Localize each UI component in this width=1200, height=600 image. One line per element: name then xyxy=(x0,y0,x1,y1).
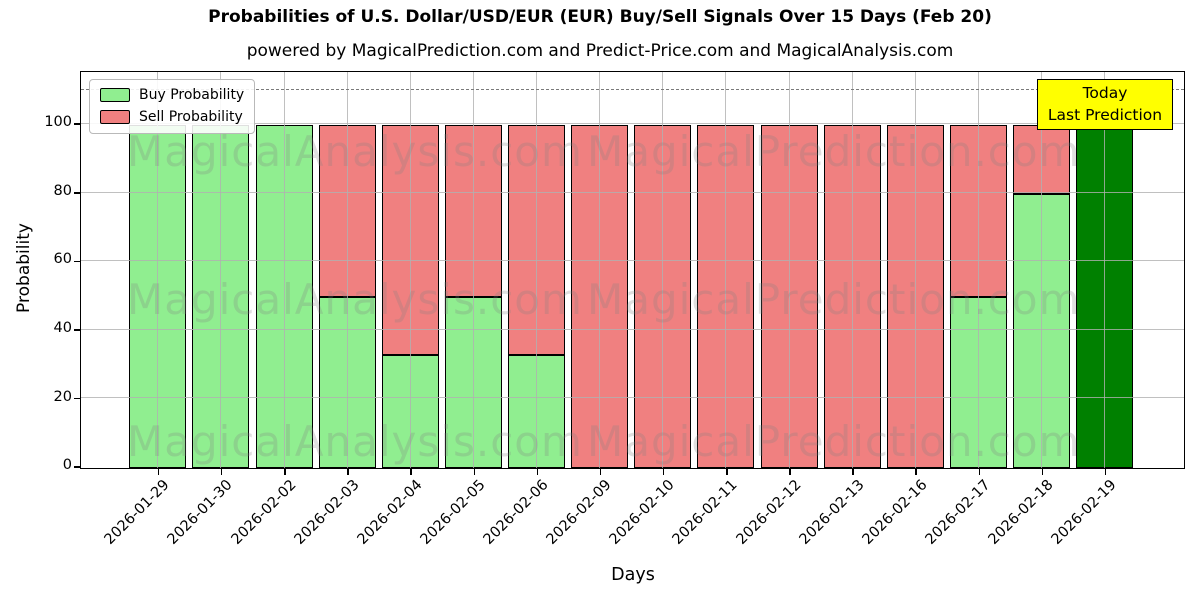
y-tick-label: 20 xyxy=(53,388,72,405)
chart-title: Probabilities of U.S. Dollar/USD/EUR (EU… xyxy=(208,7,992,27)
x-tick-label-text: 2026-02-18 xyxy=(985,477,1057,548)
legend-item-buy: Buy Probability xyxy=(100,87,244,103)
x-tick-mark xyxy=(220,469,223,475)
vertical-gridline xyxy=(157,72,159,468)
watermark-text: MagicalAnalysis.com xyxy=(127,127,583,176)
x-tick-label-text: 2026-02-10 xyxy=(607,477,678,548)
x-tick-label-text: 2026-02-12 xyxy=(733,477,805,548)
horizontal-gridline xyxy=(81,328,1184,330)
buy-swatch-icon xyxy=(100,88,130,102)
vertical-gridline xyxy=(536,72,538,468)
x-tick-label-text: 2026-02-02 xyxy=(228,477,300,548)
y-tick-label: 100 xyxy=(44,114,72,131)
y-axis-label: Probability xyxy=(14,223,34,313)
vertical-gridline xyxy=(914,72,916,468)
x-tick-mark xyxy=(157,469,160,475)
x-tick-label-text: 2026-01-29 xyxy=(101,477,173,548)
vertical-gridline xyxy=(725,72,727,468)
legend-label-buy: Buy Probability xyxy=(139,87,245,103)
x-tick-label-text: 2026-02-03 xyxy=(291,477,363,548)
x-tick-mark xyxy=(1104,469,1107,475)
x-tick-mark xyxy=(789,469,791,475)
vertical-gridline xyxy=(346,72,348,468)
y-tick-mark xyxy=(73,260,80,263)
y-tick-mark xyxy=(73,466,80,468)
watermark-text: MagicalAnalysis.com xyxy=(127,275,583,324)
today-annotation-line1: Today xyxy=(1082,84,1128,102)
today-annotation: Today Last Prediction xyxy=(1037,79,1173,130)
y-tick-mark xyxy=(73,329,80,331)
x-tick-label-text: 2026-02-19 xyxy=(1048,477,1120,548)
x-tick-label-text: 2026-02-17 xyxy=(922,477,994,548)
vertical-gridline xyxy=(409,72,411,468)
y-tick-label: 80 xyxy=(53,182,72,199)
horizontal-gridline xyxy=(81,122,1184,124)
y-tick-label: 0 xyxy=(62,457,72,474)
x-tick-mark xyxy=(536,469,539,475)
x-tick-mark xyxy=(599,469,602,475)
x-tick-label-text: 2026-02-04 xyxy=(354,477,426,548)
vertical-gridline xyxy=(851,72,853,468)
x-tick-label-text: 2026-02-09 xyxy=(543,477,615,548)
legend: Buy Probability Sell Probability xyxy=(89,79,256,134)
x-tick-mark xyxy=(726,469,728,475)
y-tick-label: 60 xyxy=(53,251,72,268)
x-tick-label-text: 2026-02-06 xyxy=(480,477,552,548)
x-tick-label-text: 2026-01-30 xyxy=(165,477,237,548)
horizontal-gridline xyxy=(81,191,1184,193)
x-tick-label-text: 2026-02-13 xyxy=(796,477,868,548)
vertical-gridline xyxy=(472,72,474,468)
today-annotation-line2: Last Prediction xyxy=(1047,106,1163,125)
x-tick-mark xyxy=(410,469,412,475)
y-tick-mark xyxy=(73,123,80,125)
plot-area: Buy Probability Sell Probability Today L… xyxy=(80,71,1185,469)
x-tick-mark xyxy=(662,469,665,475)
vertical-gridline xyxy=(788,72,790,468)
x-tick-mark xyxy=(978,469,981,475)
y-tick-mark xyxy=(73,192,80,194)
x-axis-label: Days xyxy=(611,565,655,585)
chart-subtitle: powered by MagicalPrediction.com and Pre… xyxy=(246,41,954,61)
x-tick-mark xyxy=(284,469,286,475)
x-tick-mark xyxy=(915,469,917,475)
x-tick-label-text: 2026-02-05 xyxy=(417,477,489,548)
vertical-gridline xyxy=(1104,72,1106,468)
x-tick-mark xyxy=(473,469,475,475)
watermark-text: MagicalPrediction.com xyxy=(587,417,1081,466)
sell-swatch-icon xyxy=(100,110,130,124)
x-tick-mark xyxy=(1041,469,1044,475)
horizontal-gridline xyxy=(81,397,1184,399)
vertical-gridline xyxy=(1041,72,1043,468)
x-tick-label-text: 2026-02-11 xyxy=(670,477,742,548)
y-tick-mark xyxy=(73,397,80,400)
watermark-text: MagicalPrediction.com xyxy=(587,275,1081,324)
watermark-text: MagicalPrediction.com xyxy=(587,127,1081,176)
vertical-gridline xyxy=(599,72,601,468)
x-tick-mark xyxy=(347,469,349,475)
vertical-gridline xyxy=(283,72,285,468)
x-tick-mark xyxy=(852,469,854,475)
vertical-gridline xyxy=(977,72,979,468)
dashed-threshold-line xyxy=(81,89,1184,91)
legend-label-sell: Sell Probability xyxy=(139,109,243,125)
x-tick-label-text: 2026-02-16 xyxy=(859,477,931,548)
watermark-text: MagicalAnalysis.com xyxy=(127,417,583,466)
vertical-gridline xyxy=(220,72,222,468)
y-tick-label: 40 xyxy=(53,320,72,337)
vertical-gridline xyxy=(662,72,664,468)
legend-item-sell: Sell Probability xyxy=(100,109,244,125)
horizontal-gridline xyxy=(81,260,1184,262)
